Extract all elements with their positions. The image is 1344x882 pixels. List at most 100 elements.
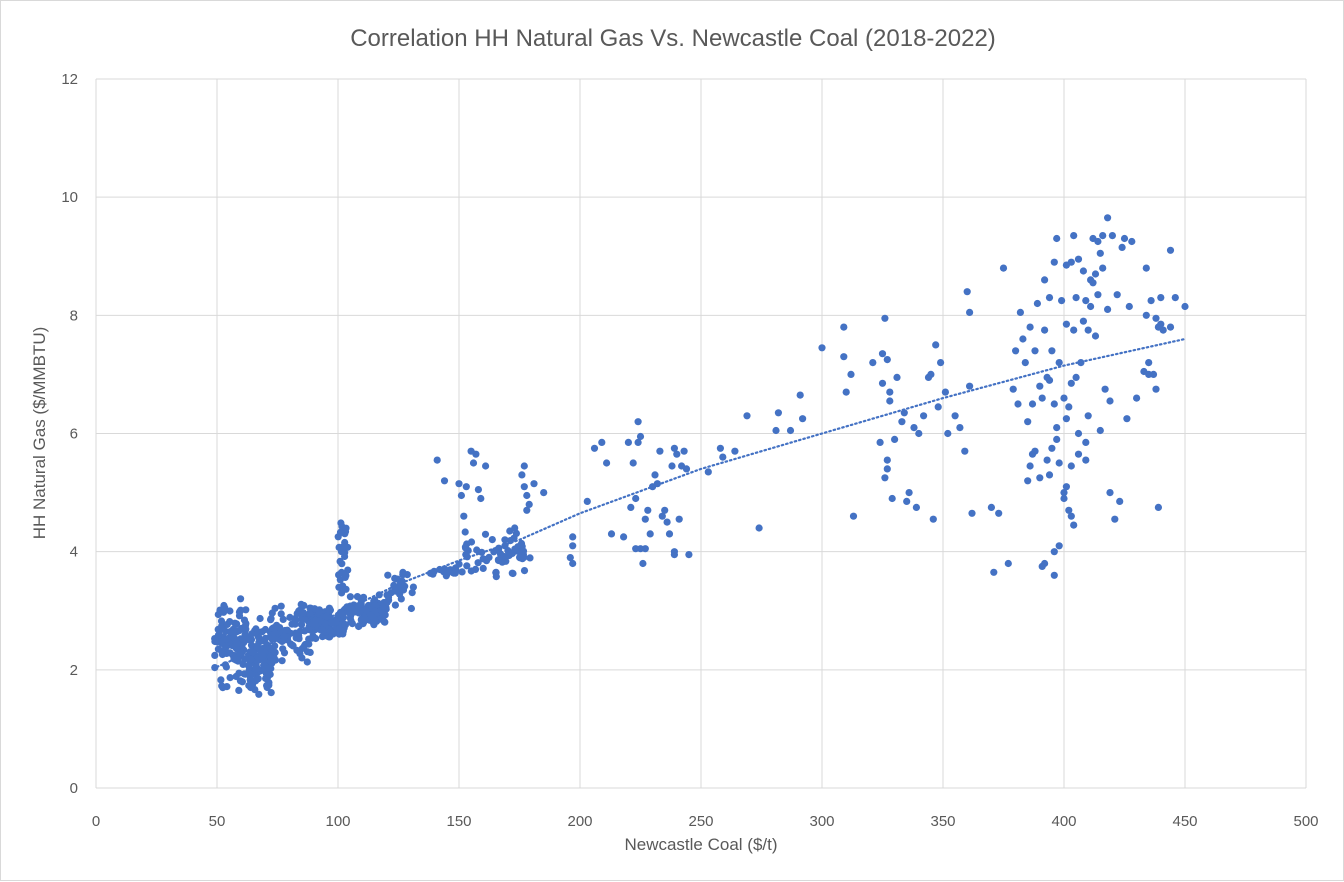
data-point <box>540 489 548 497</box>
data-point <box>222 635 231 643</box>
data-point <box>1055 459 1063 467</box>
y-tick-label: 2 <box>70 662 78 679</box>
data-point <box>1074 255 1083 263</box>
data-point <box>478 548 486 556</box>
data-point <box>673 450 681 458</box>
data-point <box>217 617 226 625</box>
data-point <box>477 494 485 503</box>
data-point <box>886 397 894 405</box>
data-point <box>632 494 640 503</box>
data-point <box>1125 302 1133 311</box>
data-point <box>336 557 344 566</box>
data-point <box>1084 326 1092 334</box>
data-point <box>1113 291 1121 299</box>
data-point <box>1060 489 1068 497</box>
data-point <box>369 600 377 609</box>
data-point <box>1072 294 1080 302</box>
data-point <box>1147 297 1155 305</box>
x-tick-label: 350 <box>930 813 955 830</box>
data-point <box>380 618 388 626</box>
data-point <box>391 601 399 609</box>
data-point <box>247 636 256 644</box>
data-point <box>1012 347 1020 355</box>
data-point <box>471 565 480 574</box>
data-point <box>279 645 287 653</box>
data-point <box>704 468 712 476</box>
data-point <box>383 591 391 599</box>
data-point <box>258 628 266 636</box>
data-point <box>1082 438 1090 446</box>
tick-labels: 0 50 100 150 200 250 300 350 400 450 500 0 2 4 6 8 10 12 <box>61 71 1318 830</box>
y-tick-label: 0 <box>70 780 78 797</box>
data-point <box>883 465 891 473</box>
data-point <box>501 542 509 550</box>
data-point <box>636 432 645 441</box>
data-point <box>1074 429 1083 438</box>
data-point <box>651 471 659 479</box>
data-point <box>888 494 896 503</box>
data-point <box>663 518 671 526</box>
data-point <box>1096 249 1104 257</box>
data-point <box>1062 483 1070 491</box>
data-point <box>1041 276 1049 284</box>
data-point <box>344 566 352 574</box>
data-point <box>384 571 392 579</box>
data-point <box>951 412 959 420</box>
data-point <box>526 554 534 562</box>
data-point <box>1024 477 1032 485</box>
data-point <box>523 506 531 514</box>
data-point <box>367 611 375 619</box>
data-point <box>583 497 591 505</box>
data-point <box>1104 305 1112 313</box>
data-point <box>241 621 250 630</box>
data-point <box>1145 359 1153 367</box>
data-point <box>603 459 611 467</box>
data-point <box>226 607 234 615</box>
data-point <box>268 609 276 617</box>
data-point <box>999 264 1008 272</box>
data-point <box>273 621 281 629</box>
data-point <box>455 480 463 488</box>
data-point <box>335 625 343 633</box>
data-point <box>458 568 466 576</box>
data-point <box>682 465 691 473</box>
data-point <box>233 620 241 628</box>
data-point <box>1062 415 1070 423</box>
data-point <box>1096 426 1104 435</box>
data-point <box>1159 326 1167 334</box>
data-point <box>267 689 275 697</box>
data-point <box>995 509 1003 517</box>
data-point <box>398 577 406 585</box>
data-point <box>1045 376 1054 384</box>
data-point <box>321 619 329 627</box>
data-point <box>221 661 229 669</box>
data-point <box>670 444 679 452</box>
data-point <box>517 539 526 548</box>
data-point <box>1041 326 1049 334</box>
data-point <box>719 453 727 461</box>
data-point <box>462 483 470 491</box>
data-point <box>932 341 940 349</box>
data-point <box>505 548 513 557</box>
data-point <box>490 548 498 556</box>
data-point <box>1142 311 1150 319</box>
data-point <box>929 515 937 523</box>
x-tick-label: 450 <box>1172 813 1197 830</box>
data-point <box>1120 234 1129 243</box>
data-point <box>361 616 369 624</box>
data-point <box>462 544 470 552</box>
data-point <box>460 512 468 520</box>
data-point <box>639 559 647 568</box>
data-point <box>1133 394 1141 402</box>
data-point <box>1033 299 1041 308</box>
data-point <box>1152 314 1160 322</box>
data-point <box>1094 291 1102 299</box>
data-point <box>347 617 355 625</box>
data-point <box>303 648 312 656</box>
data-point <box>293 646 301 654</box>
data-point <box>774 409 783 417</box>
data-point <box>1038 394 1046 402</box>
data-point <box>297 600 305 609</box>
data-point <box>598 438 606 446</box>
